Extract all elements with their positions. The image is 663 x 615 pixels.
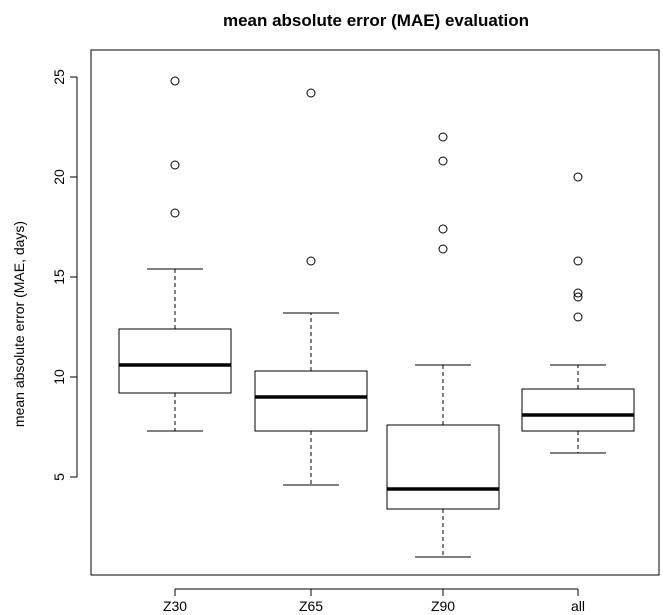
chart-title: mean absolute error (MAE) evaluation xyxy=(223,11,529,30)
outlier-point xyxy=(573,312,583,322)
iqr-box xyxy=(386,424,500,510)
iqr-box xyxy=(118,328,232,394)
outlier-point xyxy=(438,132,448,142)
outlier-point xyxy=(573,288,583,298)
outlier-point xyxy=(573,256,583,266)
outlier-point xyxy=(438,156,448,166)
iqr-box xyxy=(254,370,368,432)
box-all xyxy=(521,172,635,454)
y-tick-label: 25 xyxy=(51,69,67,85)
iqr-box xyxy=(521,388,635,432)
y-tick-label: 10 xyxy=(51,369,67,385)
y-tick-label: 15 xyxy=(51,269,67,285)
x-tick-label: Z90 xyxy=(431,598,455,614)
y-axis: 5 10 15 20 25 xyxy=(51,69,78,481)
box-z90 xyxy=(386,132,500,558)
outlier-point xyxy=(573,292,583,302)
box-z30 xyxy=(118,76,232,432)
x-tick-label: Z30 xyxy=(163,598,187,614)
x-tick-label: all xyxy=(571,598,585,614)
outlier-point xyxy=(170,208,180,218)
x-axis: Z30 Z65 Z90 all xyxy=(163,588,585,614)
x-tick-label: Z65 xyxy=(299,598,323,614)
y-axis-label: mean absolute error (MAE, days) xyxy=(11,221,27,427)
outlier-point xyxy=(438,224,448,234)
outlier-point xyxy=(170,160,180,170)
outlier-point xyxy=(573,172,583,182)
outlier-point xyxy=(306,256,316,266)
boxes-group xyxy=(118,76,635,558)
y-tick-label: 5 xyxy=(51,473,67,481)
outlier-point xyxy=(170,76,180,86)
outlier-point xyxy=(438,244,448,254)
plot-frame xyxy=(90,49,660,576)
outlier-point xyxy=(306,88,316,98)
box-z65 xyxy=(254,88,368,486)
y-tick-label: 20 xyxy=(51,169,67,185)
